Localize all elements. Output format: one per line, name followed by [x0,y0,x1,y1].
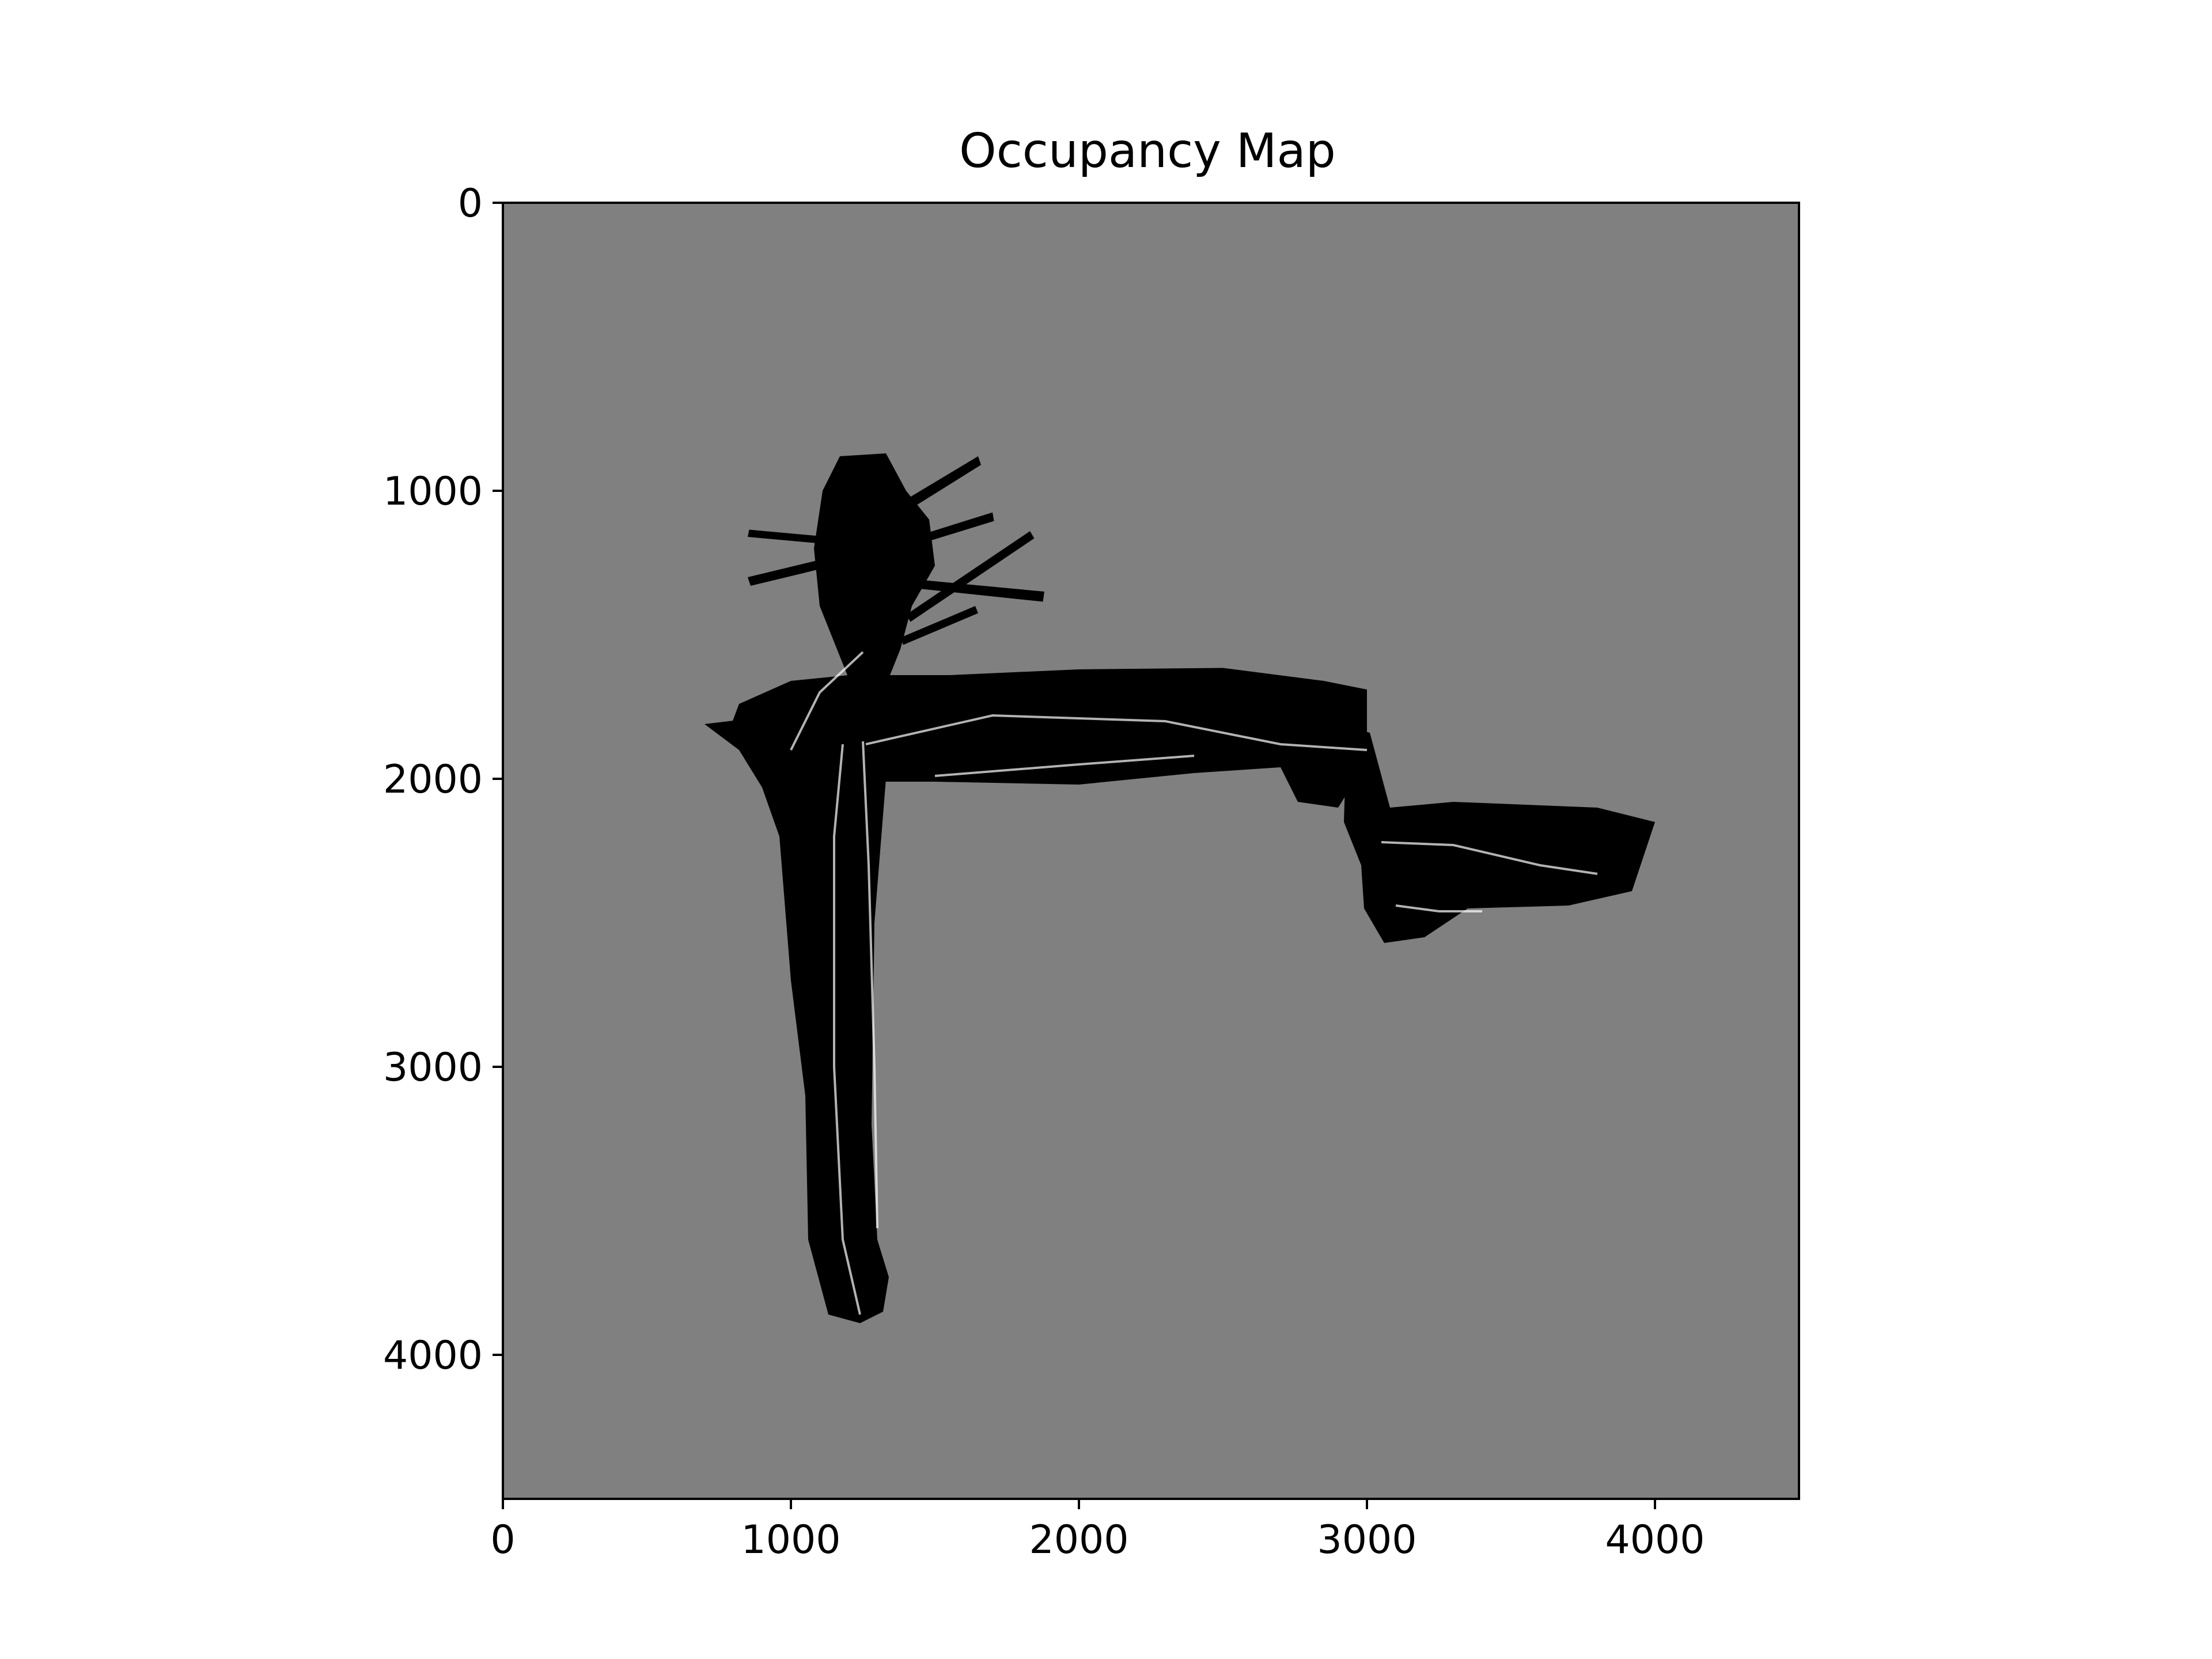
free-trace-trace-d [934,755,1195,777]
occupancy-regions [704,453,1655,1323]
free-trace-trace-e [1381,841,1598,875]
x-tick-label: 4000 [1605,1517,1705,1563]
x-tick-label: 2000 [1029,1517,1128,1563]
free-trace-trace-a [833,744,861,1315]
occupied-region-vertical-corridor [704,715,889,1323]
occupied-region-ray-7 [900,606,978,645]
free-trace-trace-c [865,714,1368,751]
y-tick-label: 1000 [383,469,483,514]
free-trace-trace-g [1395,904,1482,912]
occupied-region-horizontal-corridor [730,668,1367,808]
occupied-region-top-cluster-stem [814,453,935,692]
y-tick-label: 4000 [383,1333,483,1378]
free-trace-trace-b [862,741,878,1229]
occupied-region-ray-6 [748,529,844,546]
occupied-region-ray-2 [877,512,994,557]
free-trace-trace-f [790,651,864,751]
y-tick-label: 0 [458,181,483,226]
y-tick-label: 2000 [383,757,483,802]
occupied-region-ray-1 [863,456,981,537]
x-tick-label: 0 [490,1517,515,1563]
x-axis: 0 1000 2000 3000 4000 [490,1499,1705,1563]
y-tick-label: 3000 [383,1045,483,1090]
x-tick-label: 1000 [741,1517,840,1563]
x-tick-label: 3000 [1317,1517,1416,1563]
y-axis: 0 1000 2000 3000 4000 [383,181,503,1378]
occupied-region-ray-3 [892,577,1044,602]
chart-title: Occupancy Map [959,124,1336,179]
occupied-region-ray-4 [906,531,1035,622]
plot-frame [502,202,1800,1500]
free-space-traces [790,651,1598,1315]
occupied-region-right-wing [1344,727,1655,943]
occupied-region-ray-5 [748,557,834,586]
